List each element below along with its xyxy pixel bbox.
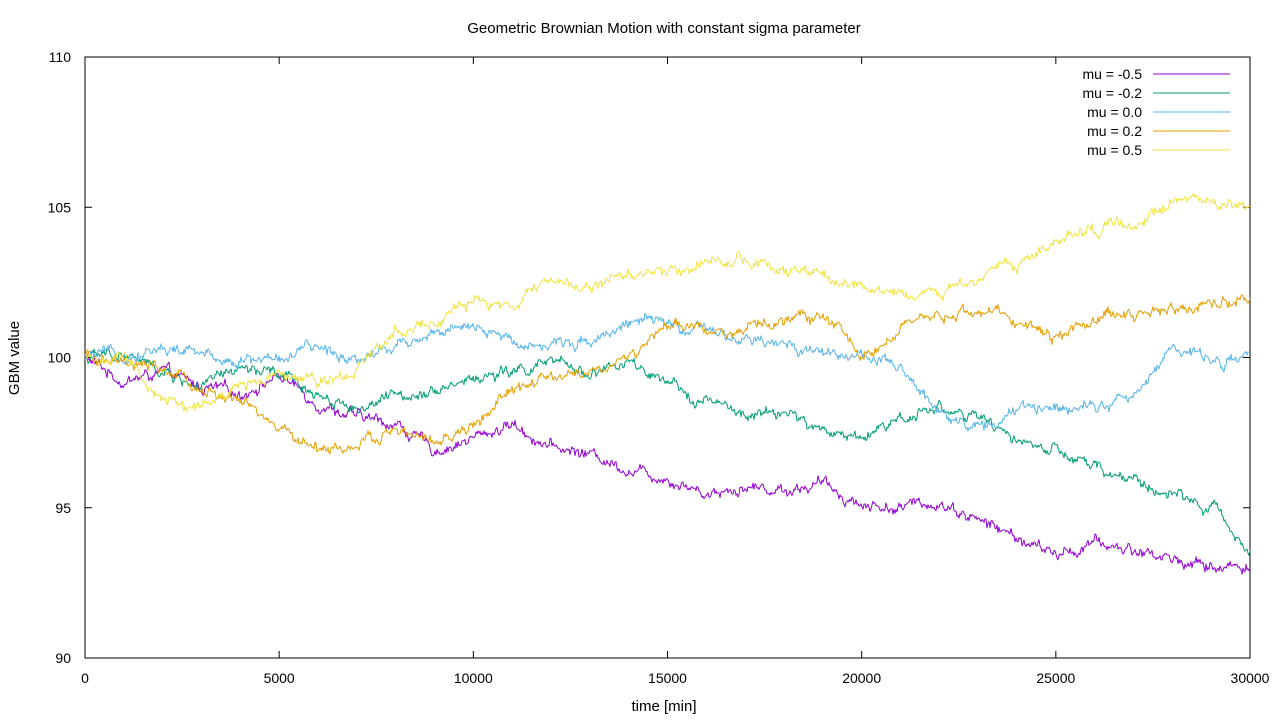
series-lines xyxy=(84,193,1251,575)
x-tick-label: 20000 xyxy=(842,670,881,686)
series-line-4 xyxy=(84,193,1251,413)
y-axis-title: GBM value xyxy=(6,321,23,395)
x-tick-label: 5000 xyxy=(264,670,295,686)
series-line-1 xyxy=(84,348,1251,556)
y-tick-label: 110 xyxy=(49,49,72,65)
x-axis: 0 5000 10000 15000 20000 25000 30000 xyxy=(81,57,1270,686)
y-tick-label: 100 xyxy=(48,350,72,366)
x-tick-label: 10000 xyxy=(454,670,493,686)
x-tick-label: 15000 xyxy=(648,670,687,686)
x-tick-label: 0 xyxy=(81,670,89,686)
x-tick-label: 30000 xyxy=(1231,670,1270,686)
chart-title: Geometric Brownian Motion with constant … xyxy=(467,20,861,37)
legend-label: mu = 0.5 xyxy=(1087,142,1142,158)
series-line-2 xyxy=(84,312,1251,432)
x-axis-title: time [min] xyxy=(631,698,696,715)
legend-label: mu = -0.2 xyxy=(1082,85,1142,101)
legend-label: mu = 0.2 xyxy=(1087,123,1142,139)
plot-frame xyxy=(84,56,1251,659)
y-axis: 90 95 100 105 110 xyxy=(48,49,1250,666)
legend-label: mu = 0.0 xyxy=(1087,104,1142,120)
y-tick-label: 105 xyxy=(48,199,72,215)
legend: mu = -0.5 mu = -0.2 mu = 0.0 mu = 0.2 mu = 0… xyxy=(1082,66,1230,158)
y-tick-label: 95 xyxy=(55,500,71,516)
legend-label: mu = -0.5 xyxy=(1082,66,1142,82)
series-line-0 xyxy=(84,354,1251,575)
series-line-3 xyxy=(84,294,1251,455)
y-tick-label: 90 xyxy=(55,650,71,666)
x-tick-label: 25000 xyxy=(1036,670,1075,686)
